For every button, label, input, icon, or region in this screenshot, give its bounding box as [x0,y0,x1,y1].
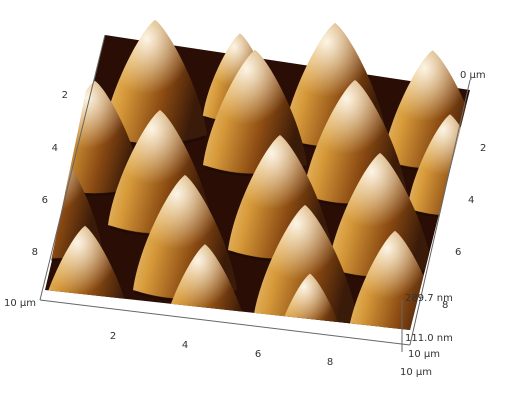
left-tick: 2 [62,90,68,101]
axes [39,34,471,352]
tick-labels: 2 4 6 8 10 µm 2 4 6 8 10 µm 0 µm 2 4 6 8… [4,70,486,378]
right-axis [409,79,471,346]
right-tick: 4 [468,195,474,206]
left-tick: 6 [42,195,48,206]
z-scale-bottom: 111.0 nm [405,333,453,344]
z-scale-top: 289.7 nm [405,293,453,304]
right-tick: 10 µm [408,349,440,360]
right-tick: 0 µm [460,70,486,81]
bottom-tick: 6 [255,349,261,360]
left-tick: 10 µm [4,298,36,309]
bottom-tick: 10 µm [400,367,432,378]
bottom-tick: 4 [182,340,188,351]
surface [45,18,475,330]
bottom-tick: 8 [327,357,333,368]
left-tick: 4 [52,143,58,154]
right-tick: 6 [455,247,461,258]
left-tick: 8 [32,247,38,258]
right-tick: 8 [442,300,448,311]
bottom-tick: 2 [110,331,116,342]
left-axis [39,34,106,301]
bottom-axis [39,299,411,346]
right-tick: 2 [480,143,486,154]
